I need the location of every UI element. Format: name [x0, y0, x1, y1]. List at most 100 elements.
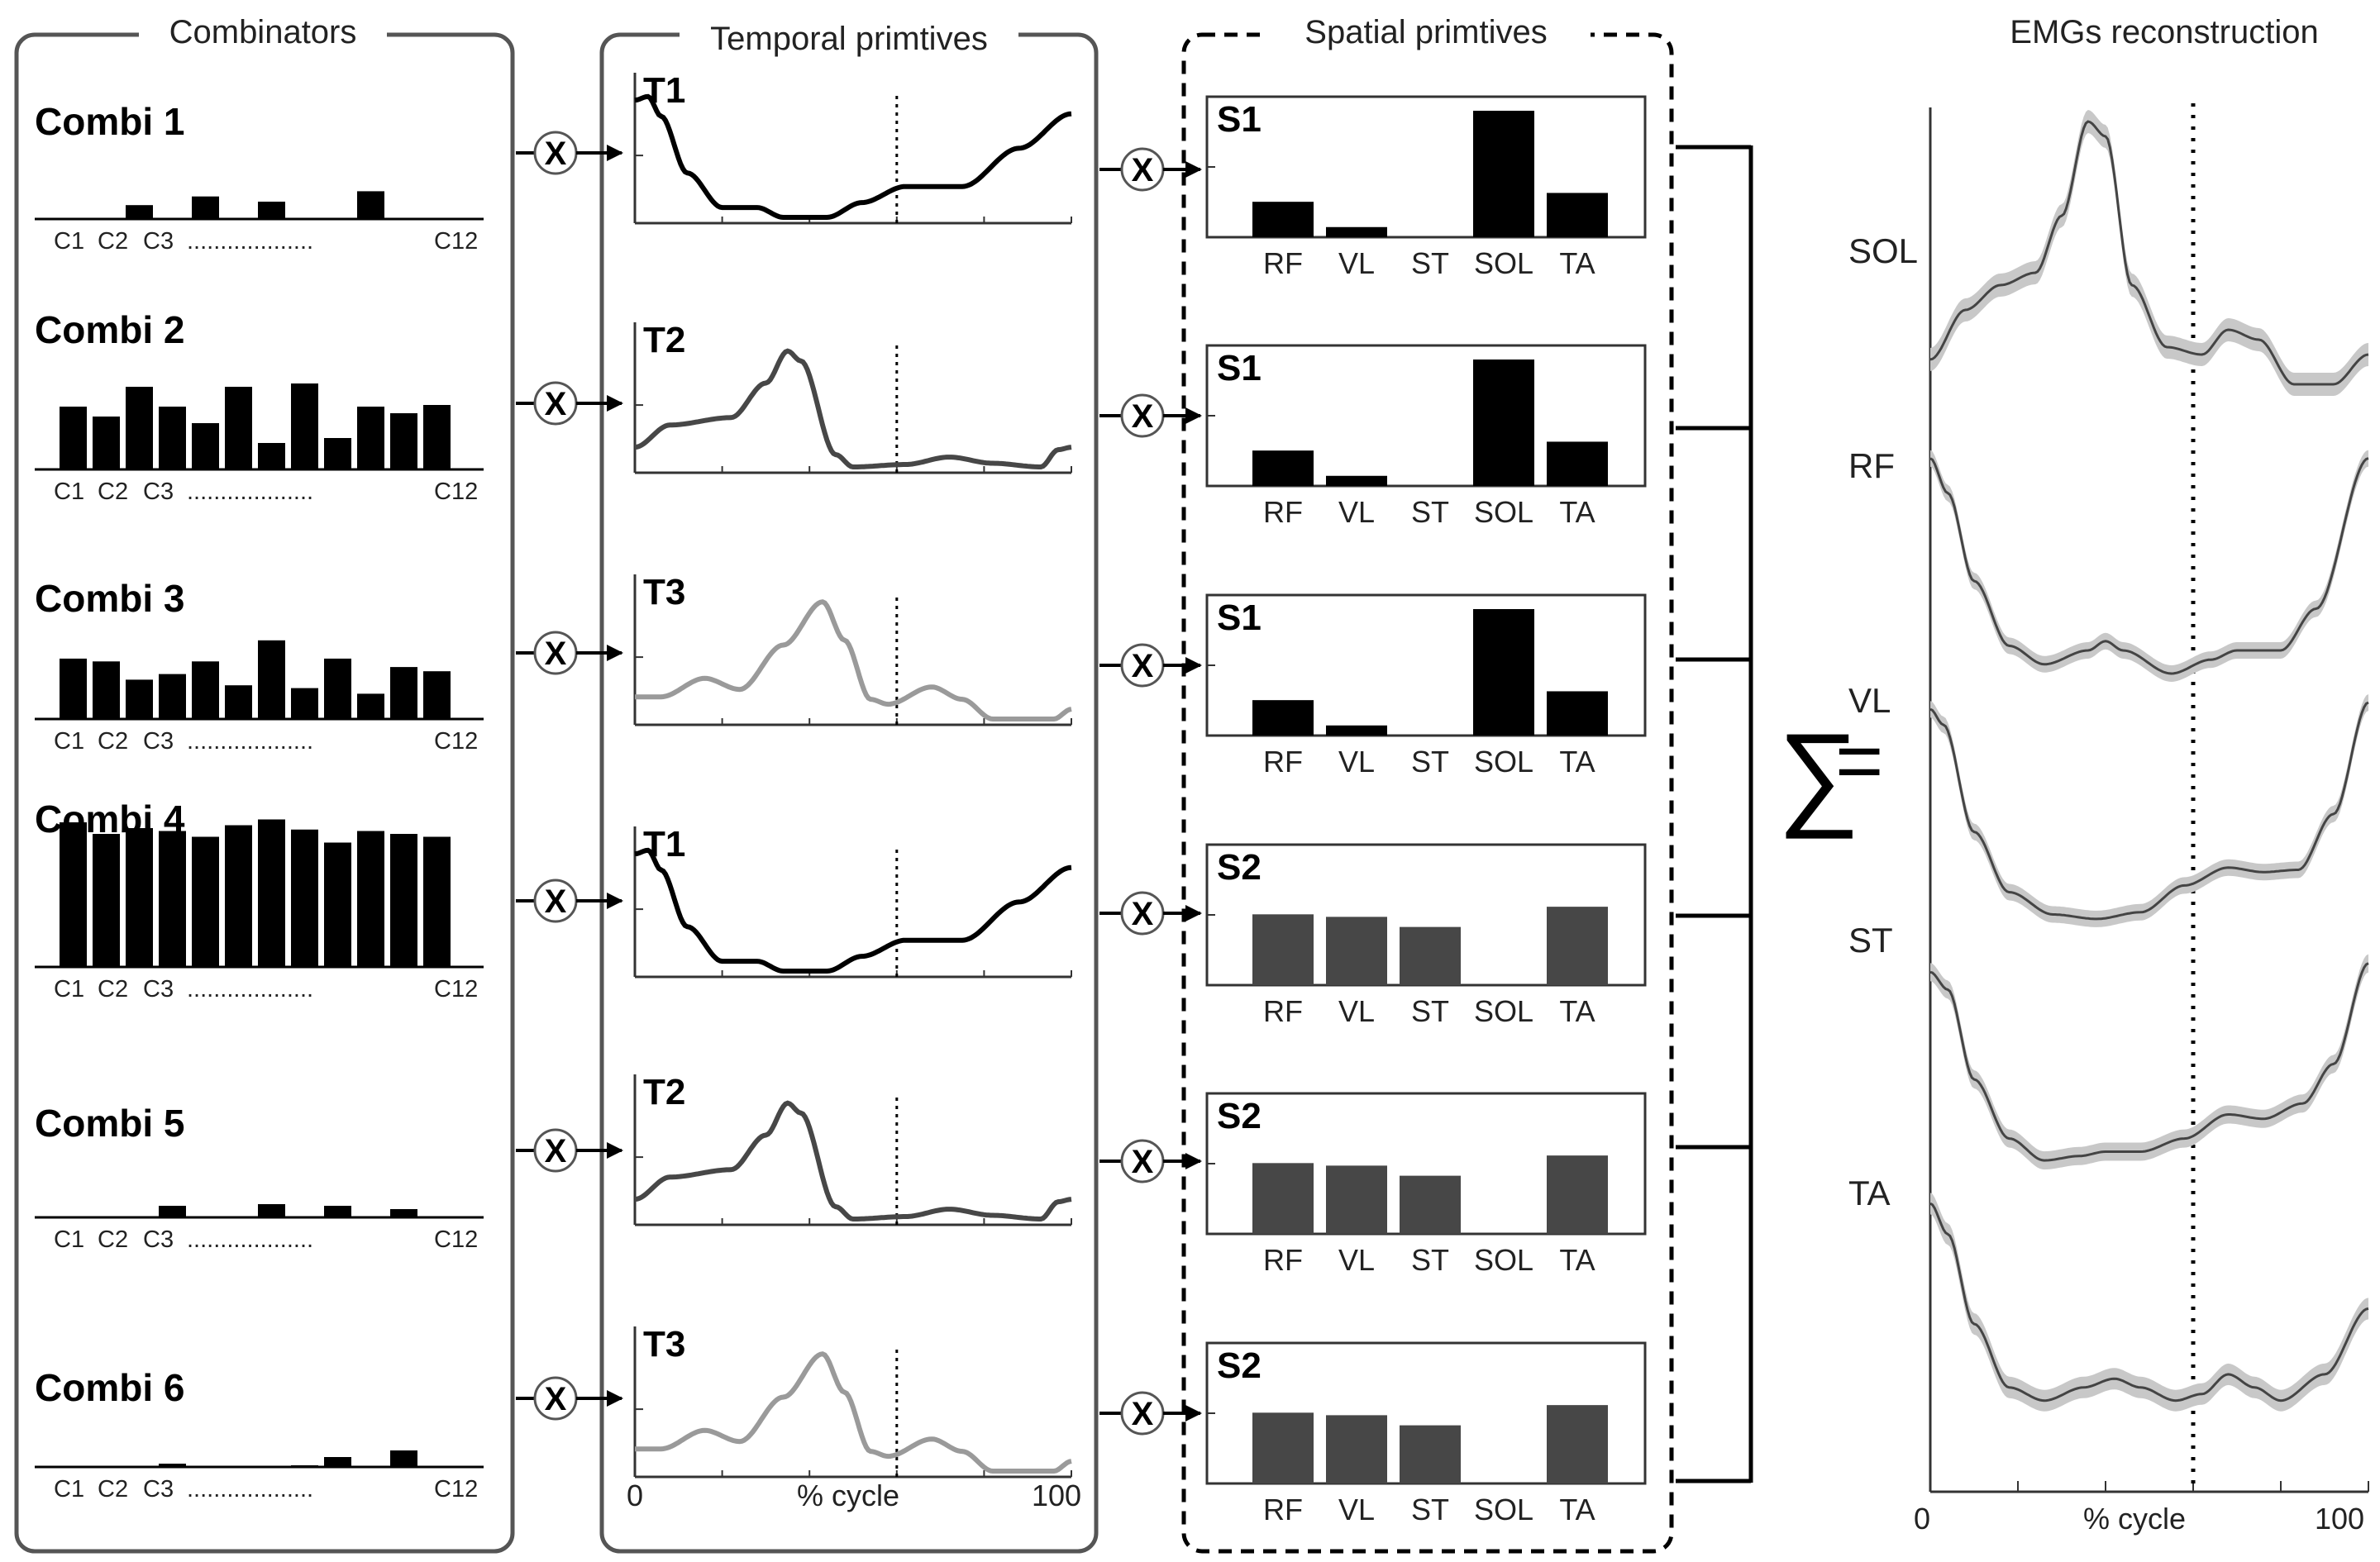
spatial-primitive-3: RF VL ST SOL TA S1 [1205, 593, 1647, 779]
temporal-xaxis-labels: 0 % cycle 100 [627, 1479, 1081, 1512]
combinator-tick-second: C2 [98, 228, 128, 255]
emg-axis-start: 0 [1914, 1502, 1930, 1536]
multiply-operator-b4: X [1099, 891, 1202, 936]
combinator-bar-9 [324, 438, 351, 469]
combinators-layer: Combi 1C1 C2 C3................... C12Combi… [35, 100, 484, 1502]
combinator-4: Combi 4C1 C2 C3................... C12 [35, 798, 484, 1002]
emg-trace-st: ST [1848, 921, 2369, 1170]
combinator-tick-last: C12 [434, 976, 478, 1002]
temporal-primitive-6: T3 [633, 1324, 1072, 1479]
spatial-primitive-1: RF VL ST SOL TA S1 [1205, 95, 1647, 280]
combinator-bar-7 [258, 443, 285, 469]
combinator-bar-9 [324, 1206, 351, 1217]
temporal-primitive-1: T1 [633, 70, 1072, 225]
spatial-muscle-label: VL [1338, 1493, 1375, 1526]
spatial-bar-ta [1547, 907, 1608, 985]
spatial-muscle-label: RF [1263, 745, 1303, 779]
combinator-label: Combi 6 [35, 1366, 184, 1409]
combinator-tick-last: C12 [434, 1226, 478, 1253]
combinator-bar-8 [291, 383, 318, 469]
temporal-label: T2 [643, 1072, 685, 1112]
emg-mean-curve [1929, 962, 2369, 1162]
combinator-bar-6 [225, 387, 252, 469]
combinator-bar-1 [60, 658, 87, 719]
spatial-bar-sol [1473, 360, 1534, 486]
spatial-muscle-label: VL [1338, 1243, 1375, 1277]
spatial-muscle-label: TA [1559, 246, 1595, 280]
spatial-muscle-label: VL [1338, 745, 1375, 779]
multiply-symbol: X [1132, 152, 1154, 188]
spatial-bar-ta [1547, 1155, 1608, 1234]
temporal-axis-label: % cycle [797, 1479, 899, 1512]
combinator-bar-4 [159, 1464, 186, 1467]
combinator-label: Combi 2 [35, 308, 184, 351]
combinator-bar-10 [357, 191, 384, 219]
multiply-operator-a2: X [516, 381, 623, 426]
combinator-bar-3 [126, 387, 153, 469]
combinator-2: Combi 2 C1 C2 C3................... C12 [35, 308, 484, 505]
sum-symbol: ∑ [1777, 709, 1860, 839]
combinator-tick-dots: ................... [187, 228, 313, 255]
temporal-primitive-5: T2 [633, 1072, 1072, 1226]
spatial-label: S2 [1217, 1096, 1262, 1136]
spatial-muscle-label: TA [1559, 994, 1595, 1028]
spatial-muscle-label: RF [1263, 495, 1303, 529]
combinator-bar-6 [225, 825, 252, 967]
temporal-label: T1 [643, 70, 685, 111]
emg-trace-ta: TA [1848, 1174, 2369, 1412]
combinator-bar-11 [390, 413, 417, 469]
spatial-bar-vl [1326, 226, 1387, 237]
emg-muscle-label: RF [1848, 446, 1895, 485]
emg-xaxis-labels: 0 % cycle 100 [1914, 1502, 2364, 1536]
spatial-muscle-label: SOL [1474, 745, 1533, 779]
multiply-operator-b3: X [1099, 643, 1202, 688]
spatial-bar-st [1400, 1175, 1461, 1234]
combinator-bar-8 [291, 688, 318, 719]
combinator-tick-second: C2 [98, 976, 128, 1002]
combinator-bar-5 [192, 661, 219, 719]
temporal-curve [635, 599, 1072, 721]
multiply-symbol: X [545, 386, 567, 422]
spatial-muscle-label: SOL [1474, 246, 1533, 280]
emg-variability-band [1930, 694, 2368, 927]
spatial-muscle-label: RF [1263, 1493, 1303, 1526]
combinator-bar-2 [93, 661, 120, 719]
combinator-bar-7 [258, 819, 285, 967]
spatial-bar-vl [1326, 1165, 1387, 1234]
combinator-bar-11 [390, 1450, 417, 1467]
emg-muscle-label: SOL [1848, 231, 1918, 270]
spatial-bar-st [1400, 926, 1461, 985]
combinator-3: Combi 3 C1 C2 C3................... C12 [35, 577, 484, 755]
emg-mean-curve [1929, 457, 2369, 675]
spatial-bar-ta [1547, 691, 1608, 736]
combinator-tick-first: C1 [54, 1226, 84, 1253]
combinator-tick-third: C3 [143, 479, 174, 505]
combinator-bar-9 [324, 658, 351, 719]
spatial-muscle-label: SOL [1474, 495, 1533, 529]
temporal-label: T3 [643, 572, 685, 612]
emg-muscle-label: VL [1848, 681, 1891, 720]
combinator-tick-dots: ................... [187, 976, 313, 1002]
spatial-label: S1 [1217, 348, 1262, 388]
spatial-bar-sol [1473, 111, 1534, 237]
multiply-operator-a4: X [516, 879, 623, 923]
combinator-tick-second: C2 [98, 1226, 128, 1253]
spatial-bar-vl [1326, 917, 1387, 985]
spatial-bar-ta [1547, 1405, 1608, 1483]
combinator-tick-first: C1 [54, 1476, 84, 1502]
combinator-tick-third: C3 [143, 976, 174, 1002]
combinator-label: Combi 3 [35, 577, 184, 620]
emg-mean-curve [1929, 701, 2369, 921]
emg-reconstruction: SOL RF VL ST TA 0 % cycle 100 [1848, 103, 2369, 1536]
combinator-bar-10 [357, 831, 384, 967]
multiply-symbol: X [1132, 1396, 1154, 1432]
spatial-bar-ta [1547, 441, 1608, 486]
combinator-tick-last: C12 [434, 1476, 478, 1502]
combinator-5: Combi 5 C1 C2 C3................... C12 [35, 1102, 484, 1253]
emg-axis-end: 100 [2315, 1502, 2364, 1536]
spatial-muscle-label: SOL [1474, 1243, 1533, 1277]
spatial-primitive-2: RF VL ST SOL TA S1 [1205, 344, 1647, 529]
spatial-bar-st [1400, 1425, 1461, 1483]
spatial-label: S2 [1217, 847, 1262, 888]
